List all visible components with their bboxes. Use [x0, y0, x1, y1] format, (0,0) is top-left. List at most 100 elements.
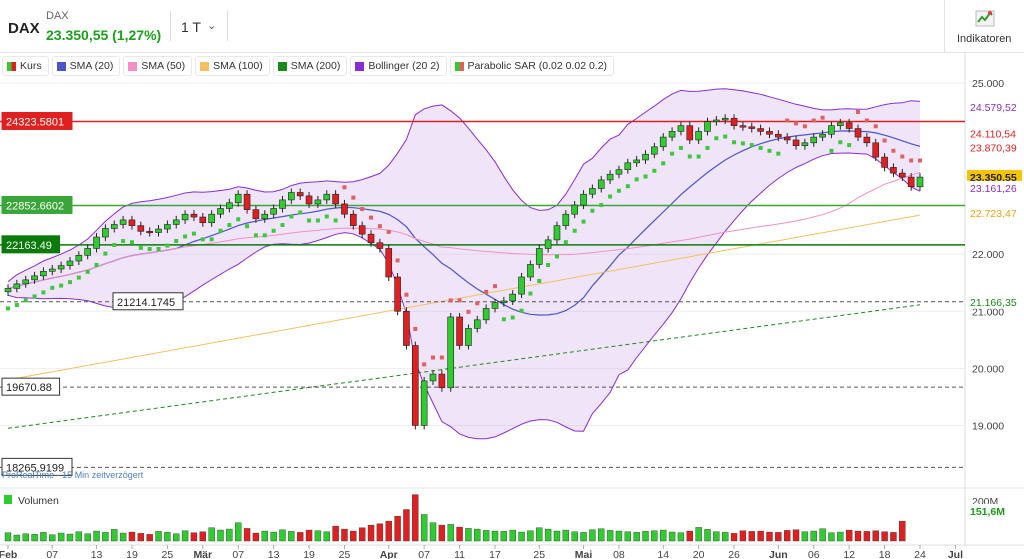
- level-label: 22852.6602: [6, 200, 64, 212]
- legend-item-2[interactable]: SMA (50): [123, 56, 193, 76]
- volume-bar: [119, 532, 127, 542]
- candle: [323, 193, 331, 201]
- volume-bar: [775, 532, 782, 542]
- sar-dot: [802, 124, 807, 129]
- x-tick-label: 18: [879, 549, 891, 559]
- price-change: 23.350,55 (1,27%): [46, 27, 162, 43]
- volume-bar: [66, 533, 74, 542]
- candle: [367, 233, 375, 244]
- candle: [633, 159, 640, 164]
- volume-bar: [722, 532, 729, 542]
- legend-label: SMA (200): [290, 60, 341, 72]
- candle: [704, 121, 711, 132]
- x-tick-label: 25: [533, 549, 545, 559]
- volume-bar: [173, 533, 180, 542]
- candle: [721, 117, 729, 121]
- price-label-bg: [967, 294, 1022, 309]
- candle: [482, 308, 490, 321]
- x-tick-label: 13: [268, 549, 280, 559]
- volume-bar: [261, 530, 268, 542]
- sar-dot: [32, 294, 37, 299]
- volume-bar: [456, 526, 463, 542]
- volume-bar: [235, 522, 242, 542]
- legend-item-1[interactable]: SMA (20): [51, 56, 121, 76]
- candle: [668, 131, 676, 138]
- sar-dot: [634, 177, 639, 182]
- candle: [66, 260, 74, 266]
- sar-dot: [333, 218, 338, 223]
- sar-dot: [625, 184, 630, 189]
- volume-bar: [4, 532, 12, 542]
- volume-bar: [828, 532, 835, 542]
- volume-bar: [474, 528, 481, 542]
- candle: [580, 193, 587, 206]
- candle: [412, 345, 419, 426]
- sar-dot: [289, 214, 294, 219]
- price-label-bg: [967, 126, 1022, 141]
- legend-item-4[interactable]: SMA (200): [272, 56, 348, 76]
- sar-dot: [492, 284, 497, 289]
- legend-item-0[interactable]: Kurs: [2, 56, 49, 76]
- bollinger-lower-line: [7, 152, 921, 440]
- x-tick-label: Apr: [380, 549, 398, 559]
- candle: [93, 236, 100, 249]
- candle: [783, 136, 791, 141]
- volume-bar: [93, 530, 100, 542]
- candle: [119, 219, 127, 225]
- level-label: 21214.1745: [117, 297, 175, 309]
- candle: [854, 128, 862, 138]
- price-label-bg: [967, 205, 1022, 220]
- candle: [279, 199, 286, 209]
- legend-item-6[interactable]: Parabolic SAR (0.02 0.02 0.2): [449, 56, 615, 76]
- candle: [810, 136, 818, 144]
- sar-dot: [918, 158, 922, 163]
- sar-dot: [262, 233, 267, 238]
- timeframe-select[interactable]: 1 T ⌄: [170, 11, 228, 41]
- candle: [597, 179, 605, 189]
- candle: [659, 136, 667, 148]
- candle: [571, 204, 578, 215]
- sar-dot: [174, 239, 179, 244]
- bollinger-band-fill: [8, 88, 920, 439]
- sar-dot: [67, 280, 72, 285]
- candle: [695, 131, 702, 141]
- y-tick-label: 22.000: [972, 249, 1004, 261]
- candle: [456, 316, 463, 346]
- sar-dot: [271, 228, 276, 233]
- volume-bar: [164, 532, 171, 542]
- candle: [128, 219, 136, 226]
- x-tick-label: Mär: [193, 549, 212, 559]
- level-label-box: [1, 235, 61, 254]
- volume-bar: [323, 531, 330, 542]
- sar-dot: [413, 326, 418, 331]
- candle: [385, 248, 393, 278]
- indicators-button[interactable]: Indikatoren: [944, 0, 1024, 52]
- sar-dot: [23, 298, 28, 303]
- candle: [190, 213, 198, 218]
- legend-swatch-icon: [454, 61, 464, 71]
- volume-bar: [899, 520, 906, 542]
- x-tick-label: 07: [46, 549, 58, 559]
- candle: [509, 293, 516, 302]
- legend-swatch-icon: [355, 61, 365, 71]
- candle: [252, 209, 260, 220]
- volume-bar: [199, 531, 206, 542]
- candle: [13, 283, 21, 289]
- candle: [916, 176, 924, 188]
- sar-dot: [643, 174, 648, 179]
- sar-dot: [616, 188, 621, 193]
- volume-bar: [270, 531, 277, 542]
- sar-dot: [563, 240, 568, 245]
- candle: [376, 242, 384, 249]
- sar-dot: [572, 228, 577, 233]
- volume-bar: [226, 528, 233, 542]
- sma200-line: [7, 304, 921, 429]
- legend-item-5[interactable]: Bollinger (20 2): [350, 56, 447, 76]
- candle: [907, 176, 915, 188]
- sar-dot: [696, 154, 701, 159]
- volume-bar: [376, 523, 384, 542]
- legend-item-3[interactable]: SMA (100): [195, 56, 270, 76]
- candle: [438, 373, 446, 389]
- candle: [146, 231, 153, 234]
- volume-bar: [580, 532, 587, 542]
